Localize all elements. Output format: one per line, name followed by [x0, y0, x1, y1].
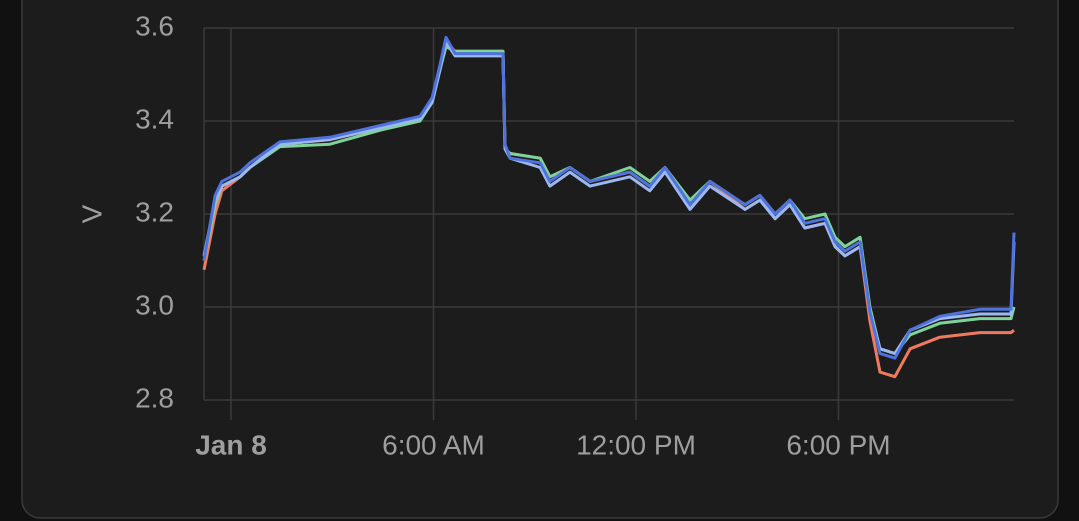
y-tick-label: 3.6 — [135, 10, 174, 41]
x-tick-label: Jan 8 — [195, 429, 267, 460]
series-line — [202, 35, 1016, 360]
y-tick-label: 3.0 — [135, 289, 174, 320]
x-tick-label: 6:00 PM — [786, 429, 890, 460]
x-tick-label: 12:00 PM — [576, 429, 696, 460]
y-axis-label: V — [76, 204, 107, 223]
card — [21, 0, 1059, 519]
y-tick-label: 2.8 — [135, 382, 174, 413]
x-tick-label: 6:00 AM — [382, 429, 485, 460]
y-tick-label: 3.2 — [135, 196, 174, 227]
y-tick-label: 3.4 — [135, 103, 174, 134]
